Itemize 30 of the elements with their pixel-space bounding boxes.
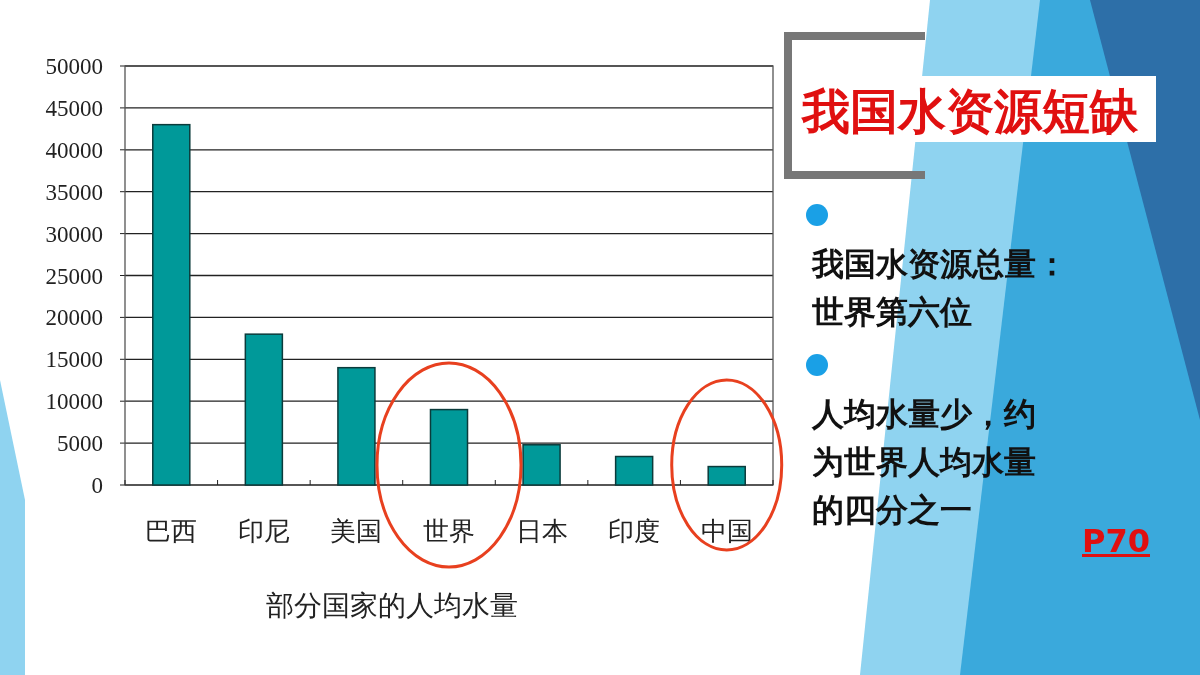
bar [337,366,376,486]
y-tick-label: 10000 [45,389,103,415]
bar [522,444,561,486]
x-tick-label: 巴西 [145,516,198,546]
bar [244,333,284,486]
y-tick-label: 30000 [45,221,103,247]
bar [614,455,654,486]
y-tick-label: 5000 [57,431,103,457]
y-tick-label: 35000 [45,179,103,205]
y-tick-label: 25000 [45,263,103,289]
text: 人均水量少，约为世界人均水量的四分之一 [812,394,1037,531]
x-tick-label: 日本 [515,516,568,546]
text: P70 [1082,521,1151,562]
y-tick-label: 50000 [45,54,103,79]
x-tick-label: 世界 [423,516,475,546]
y-tick-label: 0 [91,473,103,498]
bar [707,465,746,486]
x-tick-label: 印度 [608,516,661,546]
y-tick-label: 45000 [45,95,103,121]
text: 我国水资源总量：世界第六位 [812,244,1069,333]
bar [429,408,469,486]
x-tick-label: 美国 [330,516,383,546]
text: 我国水资源短缺 [801,83,1139,139]
y-tick-label: 15000 [45,347,103,373]
y-tick-label: 20000 [45,305,103,331]
x-tick-label: 中国 [700,516,753,546]
x-axis-title: 部分国家的人均水量 [266,589,518,622]
bar [152,123,191,486]
y-tick-label: 40000 [45,137,103,163]
x-tick-label: 印尼 [237,516,290,546]
